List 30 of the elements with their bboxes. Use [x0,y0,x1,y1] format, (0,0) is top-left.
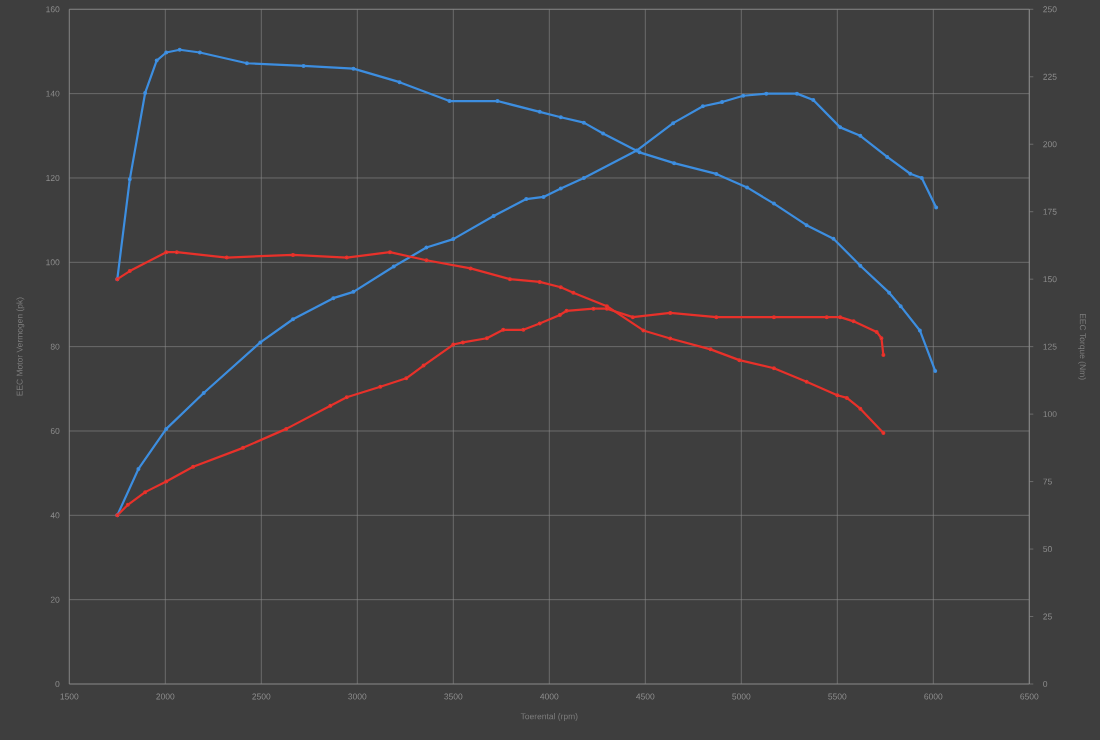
y-tick-label: 20 [50,596,60,603]
y-tick-label: 160 [46,6,60,13]
x-tick-label: 2000 [156,693,175,700]
x-tick-label: 4000 [540,693,559,700]
y2-tick-label: 200 [1043,141,1057,148]
x-tick-label: 3500 [444,693,463,700]
y-tick-label: 60 [50,427,60,434]
y2-tick-label: 150 [1043,276,1057,283]
y-tick-label: 140 [46,90,60,97]
y-tick-label: 40 [50,512,60,519]
y2-tick-label: 75 [1043,478,1052,485]
y2-tick-label: 50 [1043,546,1052,553]
x-tick-label: 1500 [60,693,79,700]
y2-tick-label: 225 [1043,73,1057,80]
x-tick-label: 3000 [348,693,367,700]
y-tick-label: 100 [46,259,60,266]
y2-tick-label: 100 [1043,411,1057,418]
y2-tick-label: 250 [1043,6,1057,13]
y2-tick-label: 125 [1043,343,1057,350]
x-tick-label: 5000 [732,693,751,700]
y2-tick-label: 25 [1043,613,1052,620]
y-tick-label: 120 [46,174,60,181]
x-tick-label: 6000 [924,693,943,700]
y-tick-label: 80 [50,343,60,350]
x-tick-label: 5500 [828,693,847,700]
y2-tick-label: 0 [1043,681,1048,687]
x-tick-label: 4500 [636,693,655,700]
y2-tick-label: 175 [1043,208,1057,215]
x-tick-label: 2500 [252,693,271,700]
x-tick-label: 6500 [1020,693,1039,700]
